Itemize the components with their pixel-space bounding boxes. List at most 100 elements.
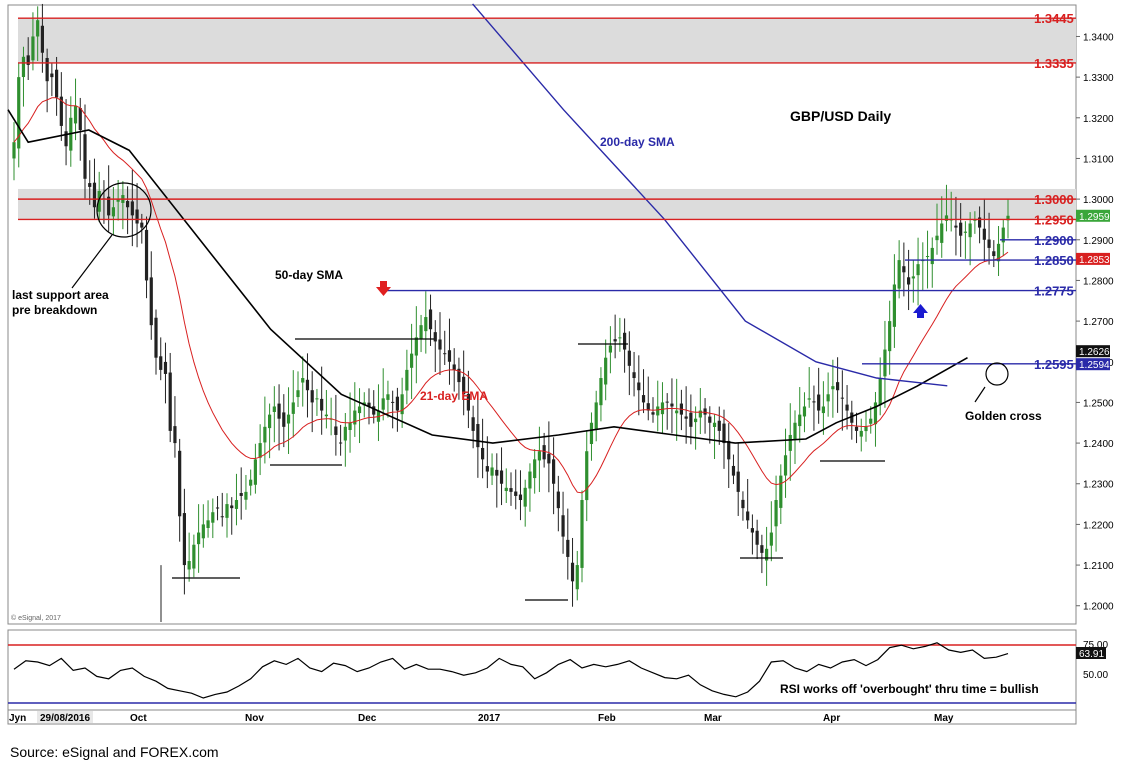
rsi-ticks: 75.00 50.00 <box>1083 640 1108 681</box>
rsi-level-lines <box>8 644 1076 704</box>
candle-body <box>286 414 291 424</box>
candle-body <box>807 398 811 400</box>
level-label: 1.3000 <box>1034 192 1074 207</box>
candle-body <box>268 414 272 429</box>
candle-body <box>859 430 863 437</box>
candle-body <box>31 36 35 61</box>
ema21-line <box>13 97 1009 494</box>
candle-body <box>466 393 470 411</box>
candle-body <box>315 398 319 400</box>
candle-body <box>107 196 111 216</box>
candle-body <box>310 390 314 403</box>
candle-body <box>580 500 584 568</box>
candle-body <box>566 539 570 557</box>
x-tick-label: Dec <box>358 713 377 724</box>
candle-body <box>163 361 168 374</box>
candle-body <box>798 414 802 427</box>
y-tick-label: 1.2800 <box>1083 276 1114 287</box>
candle-body <box>528 471 532 489</box>
candle-body <box>26 55 30 65</box>
x-tick-label: May <box>934 713 954 724</box>
candle-body <box>878 378 882 406</box>
candle-body <box>694 418 698 423</box>
candle-body <box>637 382 641 391</box>
candle-body <box>916 264 920 276</box>
candle-body <box>83 134 87 179</box>
candle-body <box>391 401 395 403</box>
candle-body <box>438 339 442 350</box>
candle-body <box>12 142 16 159</box>
price-panel <box>7 4 1077 625</box>
candle-body <box>476 424 480 448</box>
swing-markers <box>172 338 885 601</box>
candle-body <box>258 443 262 458</box>
candle-body <box>599 378 603 406</box>
x-tick-label: Nov <box>245 713 264 724</box>
candle-body <box>452 364 456 370</box>
candle-body <box>783 455 788 476</box>
candle-body <box>940 223 944 243</box>
golden-cross-circle <box>985 362 1009 386</box>
candle-body <box>992 251 996 257</box>
golden-cross-label: Golden cross <box>965 409 1042 423</box>
red-down-arrow-icon <box>376 281 391 296</box>
candle-body <box>608 345 612 353</box>
candle-body <box>746 511 750 521</box>
candle-body <box>982 228 986 240</box>
candle-body <box>173 426 177 444</box>
candle-body <box>968 223 972 238</box>
candle-body <box>499 470 504 484</box>
candle-body <box>850 412 854 423</box>
candle-body <box>821 406 825 414</box>
y-tick-label: 1.3000 <box>1083 195 1114 206</box>
rsi-tick-label: 75.00 <box>1083 640 1108 651</box>
candle-body <box>168 372 172 431</box>
candle-body <box>641 395 646 403</box>
candle-body <box>504 487 508 492</box>
candle-body <box>741 499 745 509</box>
candle-body <box>760 545 764 553</box>
candle-body <box>116 199 120 202</box>
candle-body <box>457 368 461 383</box>
rsi-note: RSI works off 'overbought' thru time = b… <box>780 682 1039 696</box>
x-tick-label: Feb <box>598 713 616 724</box>
candle-body <box>73 105 78 124</box>
candle-body <box>187 561 191 570</box>
candle-body <box>755 530 759 545</box>
candle-body <box>542 445 546 460</box>
candle-body <box>618 337 622 339</box>
candle-body <box>978 217 982 228</box>
candle-body <box>135 209 139 224</box>
candle-body <box>320 398 324 411</box>
candle-body <box>651 412 655 415</box>
candle-body <box>36 20 40 37</box>
y-tick-label: 1.2300 <box>1083 480 1114 491</box>
candle-body <box>788 434 792 451</box>
y-axis-ticks: 1.2000 1.2100 1.2200 1.2300 1.2400 1.2500 1.26… <box>1076 32 1114 613</box>
candle-body <box>665 401 669 403</box>
resistance-zones <box>18 18 1076 220</box>
candle-body <box>750 528 754 533</box>
candle-body <box>305 379 310 391</box>
candle-body <box>675 410 679 414</box>
candle-body <box>873 402 878 425</box>
candle-body <box>840 397 844 399</box>
candle-body <box>656 406 660 416</box>
candle-body <box>428 309 433 330</box>
level-lines <box>18 17 1076 365</box>
candle-body <box>45 57 49 82</box>
ema21-label: 21-day EMA <box>420 389 488 403</box>
candle-body <box>731 465 736 476</box>
sma200-line <box>472 3 948 387</box>
candle-body <box>613 339 617 342</box>
support-pointer <box>71 234 113 289</box>
candle-body <box>1001 227 1005 243</box>
candle-body <box>443 353 447 355</box>
candle-body <box>424 317 428 332</box>
candlesticks <box>12 3 1010 622</box>
x-tick-label: Jyn <box>9 713 26 724</box>
candle-body <box>40 25 44 53</box>
candle-body <box>220 516 224 518</box>
candle-body <box>826 394 830 402</box>
